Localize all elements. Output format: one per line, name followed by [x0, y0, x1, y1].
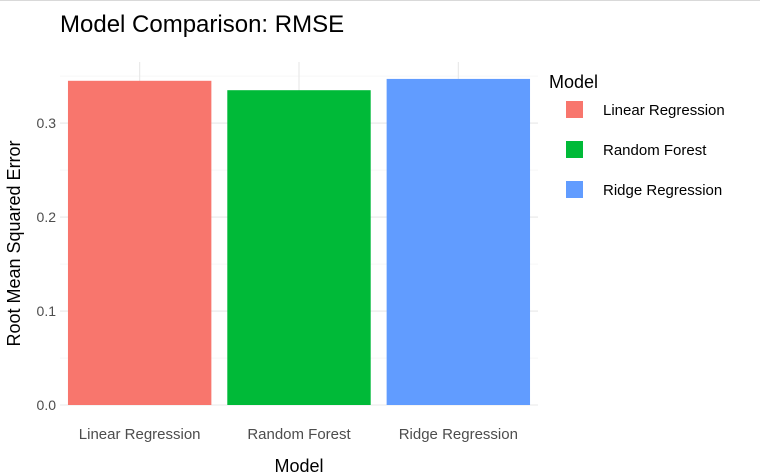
x-tick-label: Random Forest: [247, 426, 351, 443]
y-tick-label: 0.2: [37, 209, 57, 225]
legend-label: Linear Regression: [603, 102, 725, 119]
legend-swatch: [566, 101, 583, 118]
legend-label: Ridge Regression: [603, 182, 722, 199]
legend-swatch: [566, 141, 583, 158]
legend-label: Random Forest: [603, 142, 707, 159]
y-tick-label: 0.3: [37, 115, 57, 131]
x-tick-label: Linear Regression: [79, 426, 201, 443]
y-tick-label: 0.1: [37, 303, 57, 319]
legend-title: Model: [549, 72, 598, 92]
bar-random-forest: [227, 90, 371, 406]
y-axis-title: Root Mean Squared Error: [4, 140, 24, 346]
x-axis-title: Model: [274, 456, 323, 475]
x-tick-label: Ridge Regression: [399, 426, 518, 443]
bar-linear-regression: [67, 80, 212, 405]
chart-title: Model Comparison: RMSE: [60, 11, 344, 38]
legend-swatch: [566, 181, 583, 198]
y-tick-label: 0.0: [37, 397, 57, 413]
bar-ridge-regression: [386, 78, 531, 405]
top-border: [0, 0, 760, 1]
